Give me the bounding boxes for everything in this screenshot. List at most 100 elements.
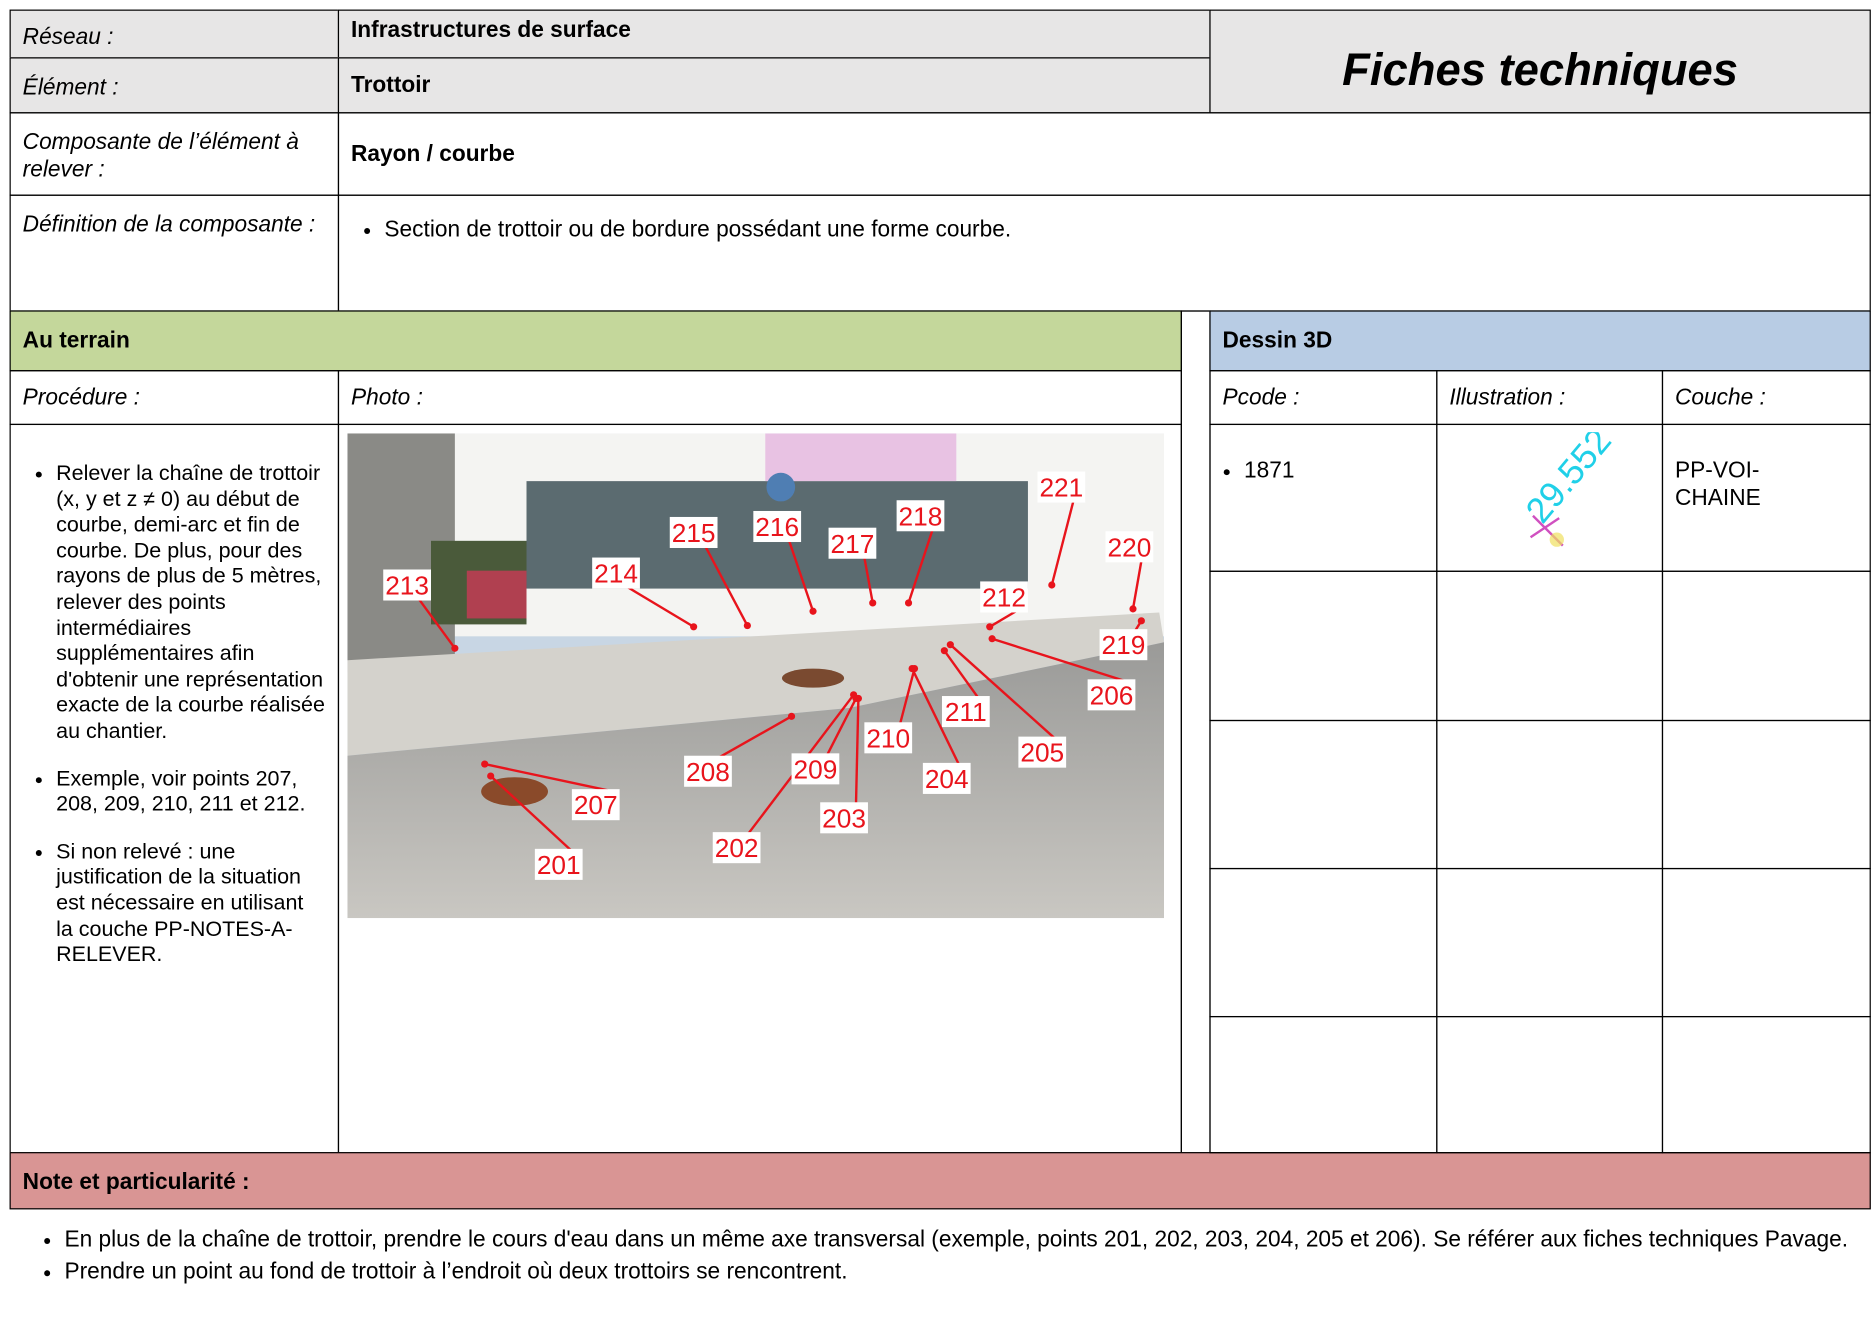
label-bg xyxy=(592,557,640,589)
arrow xyxy=(943,649,979,698)
arrow xyxy=(854,698,860,804)
value: Infrastructures de surface xyxy=(337,9,1211,59)
point-label: 214 xyxy=(594,559,638,589)
label-bg xyxy=(791,753,840,785)
label-bg xyxy=(922,762,971,794)
label-bg xyxy=(820,802,868,834)
label: Pcode : xyxy=(1209,370,1438,426)
section-title: Note et particularité : xyxy=(9,1152,1871,1210)
point-label: 215 xyxy=(672,518,716,548)
illustration: 29.552 xyxy=(1518,421,1619,547)
cell xyxy=(1209,719,1438,870)
bullet-list: Section de trottoir ou de bordure posséd… xyxy=(351,217,1858,244)
label-bg xyxy=(864,722,913,754)
label-bg xyxy=(669,516,718,548)
arrow xyxy=(991,637,1124,682)
bullet: En plus de la chaîne de trottoir, prendr… xyxy=(64,1227,1858,1254)
label-bg xyxy=(753,510,802,543)
cell xyxy=(1436,570,1664,722)
label: Couche : xyxy=(1661,370,1871,426)
bullet: Si non relevé : une justification de la … xyxy=(56,839,326,968)
point-label: 206 xyxy=(1090,680,1134,710)
value: Rayon / courbe xyxy=(337,112,1871,196)
label-bg xyxy=(1037,471,1086,503)
bullet: Exemple, voir points 207, 208, 209, 210,… xyxy=(56,766,326,818)
value: Trottoir xyxy=(337,57,1211,114)
arrow-head xyxy=(1048,581,1056,589)
symbol xyxy=(1549,532,1564,547)
label-bg xyxy=(684,755,732,787)
label-bg xyxy=(1087,679,1136,711)
arrow xyxy=(489,775,572,851)
arrow xyxy=(418,598,456,649)
arrow xyxy=(907,529,934,604)
arrow-head xyxy=(904,599,913,607)
point-label: 201 xyxy=(537,850,581,880)
pcode: 1871 xyxy=(1244,458,1424,485)
arrow-head xyxy=(743,622,751,630)
section-title: Dessin 3D xyxy=(1209,310,1871,372)
layer: PP-VOI-CHAINE xyxy=(1675,458,1761,511)
arrow-head xyxy=(1129,605,1137,613)
point-label: 210 xyxy=(866,723,910,753)
point-label: 202 xyxy=(715,833,759,863)
procedure: Relever la chaîne de trottoir (x, y et z… xyxy=(9,423,340,1154)
label: Réseau : xyxy=(9,9,340,59)
cell xyxy=(1436,1015,1664,1154)
arrow-head xyxy=(988,635,996,643)
point-label: 203 xyxy=(822,803,866,833)
label-bg xyxy=(1099,629,1148,661)
arrow xyxy=(989,610,1017,628)
arrow-head xyxy=(451,644,459,652)
cell xyxy=(1209,867,1438,1018)
point-label: 209 xyxy=(794,754,838,784)
arrow xyxy=(1131,560,1143,610)
photo: 201 202 203 204 205 206 207 208 209 210 211 212 213 2… xyxy=(347,433,1165,919)
arrow xyxy=(899,668,916,724)
arrow xyxy=(788,540,815,612)
arrow-head xyxy=(946,641,954,649)
section-title: Au terrain xyxy=(9,310,1182,372)
label-bg xyxy=(896,500,945,532)
bullet: Prendre un point au fond de trottoir à l… xyxy=(64,1259,1858,1286)
arrow-head xyxy=(787,712,796,720)
label-bg xyxy=(1105,531,1154,563)
point-label: 221 xyxy=(1039,473,1083,503)
label: Composante de l’élément à relever : xyxy=(9,112,340,196)
arrow xyxy=(704,546,749,627)
cell xyxy=(1661,867,1871,1018)
cell: 29.552 xyxy=(1436,421,1664,572)
point-label: 204 xyxy=(925,764,969,794)
arrow xyxy=(1050,501,1075,586)
label-bg xyxy=(571,789,620,821)
illustration-text: 29.552 xyxy=(1518,432,1619,530)
label-bg xyxy=(828,527,877,559)
spacer xyxy=(1180,310,1211,1154)
bullet-list: Relever la chaîne de trottoir (x, y et z… xyxy=(23,461,326,968)
bullet: Relever la chaîne de trottoir (x, y et z… xyxy=(56,461,326,745)
label: Illustration : xyxy=(1436,370,1664,426)
point-label: 205 xyxy=(1020,738,1064,768)
point-label: 208 xyxy=(686,757,730,787)
label: Élément : xyxy=(9,57,340,114)
bullet-list: 1871 xyxy=(1223,458,1425,485)
arrow xyxy=(911,668,960,765)
point-label: 212 xyxy=(982,582,1026,612)
cell xyxy=(1661,719,1871,870)
label-bg xyxy=(1018,736,1067,768)
label: Procédure : xyxy=(9,370,340,426)
arrow-head xyxy=(690,623,698,631)
bullet-list: En plus de la chaîne de trottoir, prendr… xyxy=(21,1227,1858,1286)
label-bg xyxy=(980,581,1028,613)
cell xyxy=(1209,570,1438,722)
point-label: 216 xyxy=(755,512,799,542)
arrow xyxy=(719,715,793,758)
cell xyxy=(1661,1015,1871,1154)
cell xyxy=(1661,570,1871,722)
arrow-head xyxy=(487,772,495,780)
arrow-head xyxy=(940,647,948,655)
point-label: 218 xyxy=(899,501,943,531)
arrow-head xyxy=(869,599,877,607)
label: Photo : xyxy=(337,370,1182,426)
